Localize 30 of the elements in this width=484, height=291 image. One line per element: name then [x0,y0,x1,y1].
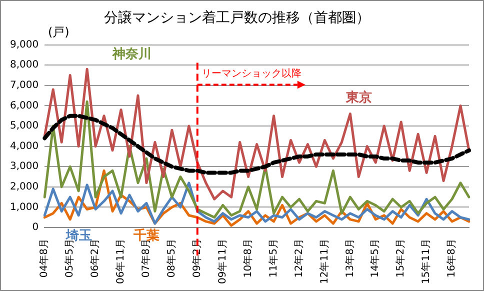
x-tick-label: 09年11月 [216,238,228,284]
y-tick-label: 2,000 [10,182,39,193]
x-tick-label: 04年8月 [38,238,50,278]
x-tick-label: 06年2月 [89,238,102,278]
y-axis-title: (戸) [48,24,70,39]
x-tick-label: 15年2月 [394,238,407,278]
text: 神奈川 [112,46,152,62]
x-tick-label: 12年11月 [318,238,330,284]
y-tick-label: 6,000 [10,100,39,112]
x-tick-label: 14年5月 [369,238,382,278]
x-tick-label: 11年5月 [267,238,280,278]
x-tick-label: 15年11月 [420,238,432,284]
y-tick-label: 4,000 [10,140,39,152]
x-tick-label: 12年2月 [292,238,305,278]
y-tick-label: 5,000 [10,120,39,132]
series-label: 東京 [344,90,372,106]
y-tick-label: 7,000 [10,80,39,92]
line-series [42,114,471,175]
x-tick-label: 10年8月 [242,238,254,278]
y-tick-label: 3,000 [10,161,39,172]
x-tick-label: 06年11月 [114,238,127,284]
x-tick-label: 08年5月 [166,238,178,278]
y-tick-label: 0 [32,222,39,234]
x-tick-label: 16年8月 [446,238,458,278]
y-tick-label: 9,000 [10,39,39,50]
y-tick-label: 1,000 [10,202,39,213]
x-tick-label: 13年8月 [344,238,356,278]
ref-line-label: リーマンショック以降 [201,67,302,80]
y-tick-label: 8,000 [10,60,39,71]
chart-title: 分譲マンション着工戸数の推移（首都圏） [104,10,370,26]
